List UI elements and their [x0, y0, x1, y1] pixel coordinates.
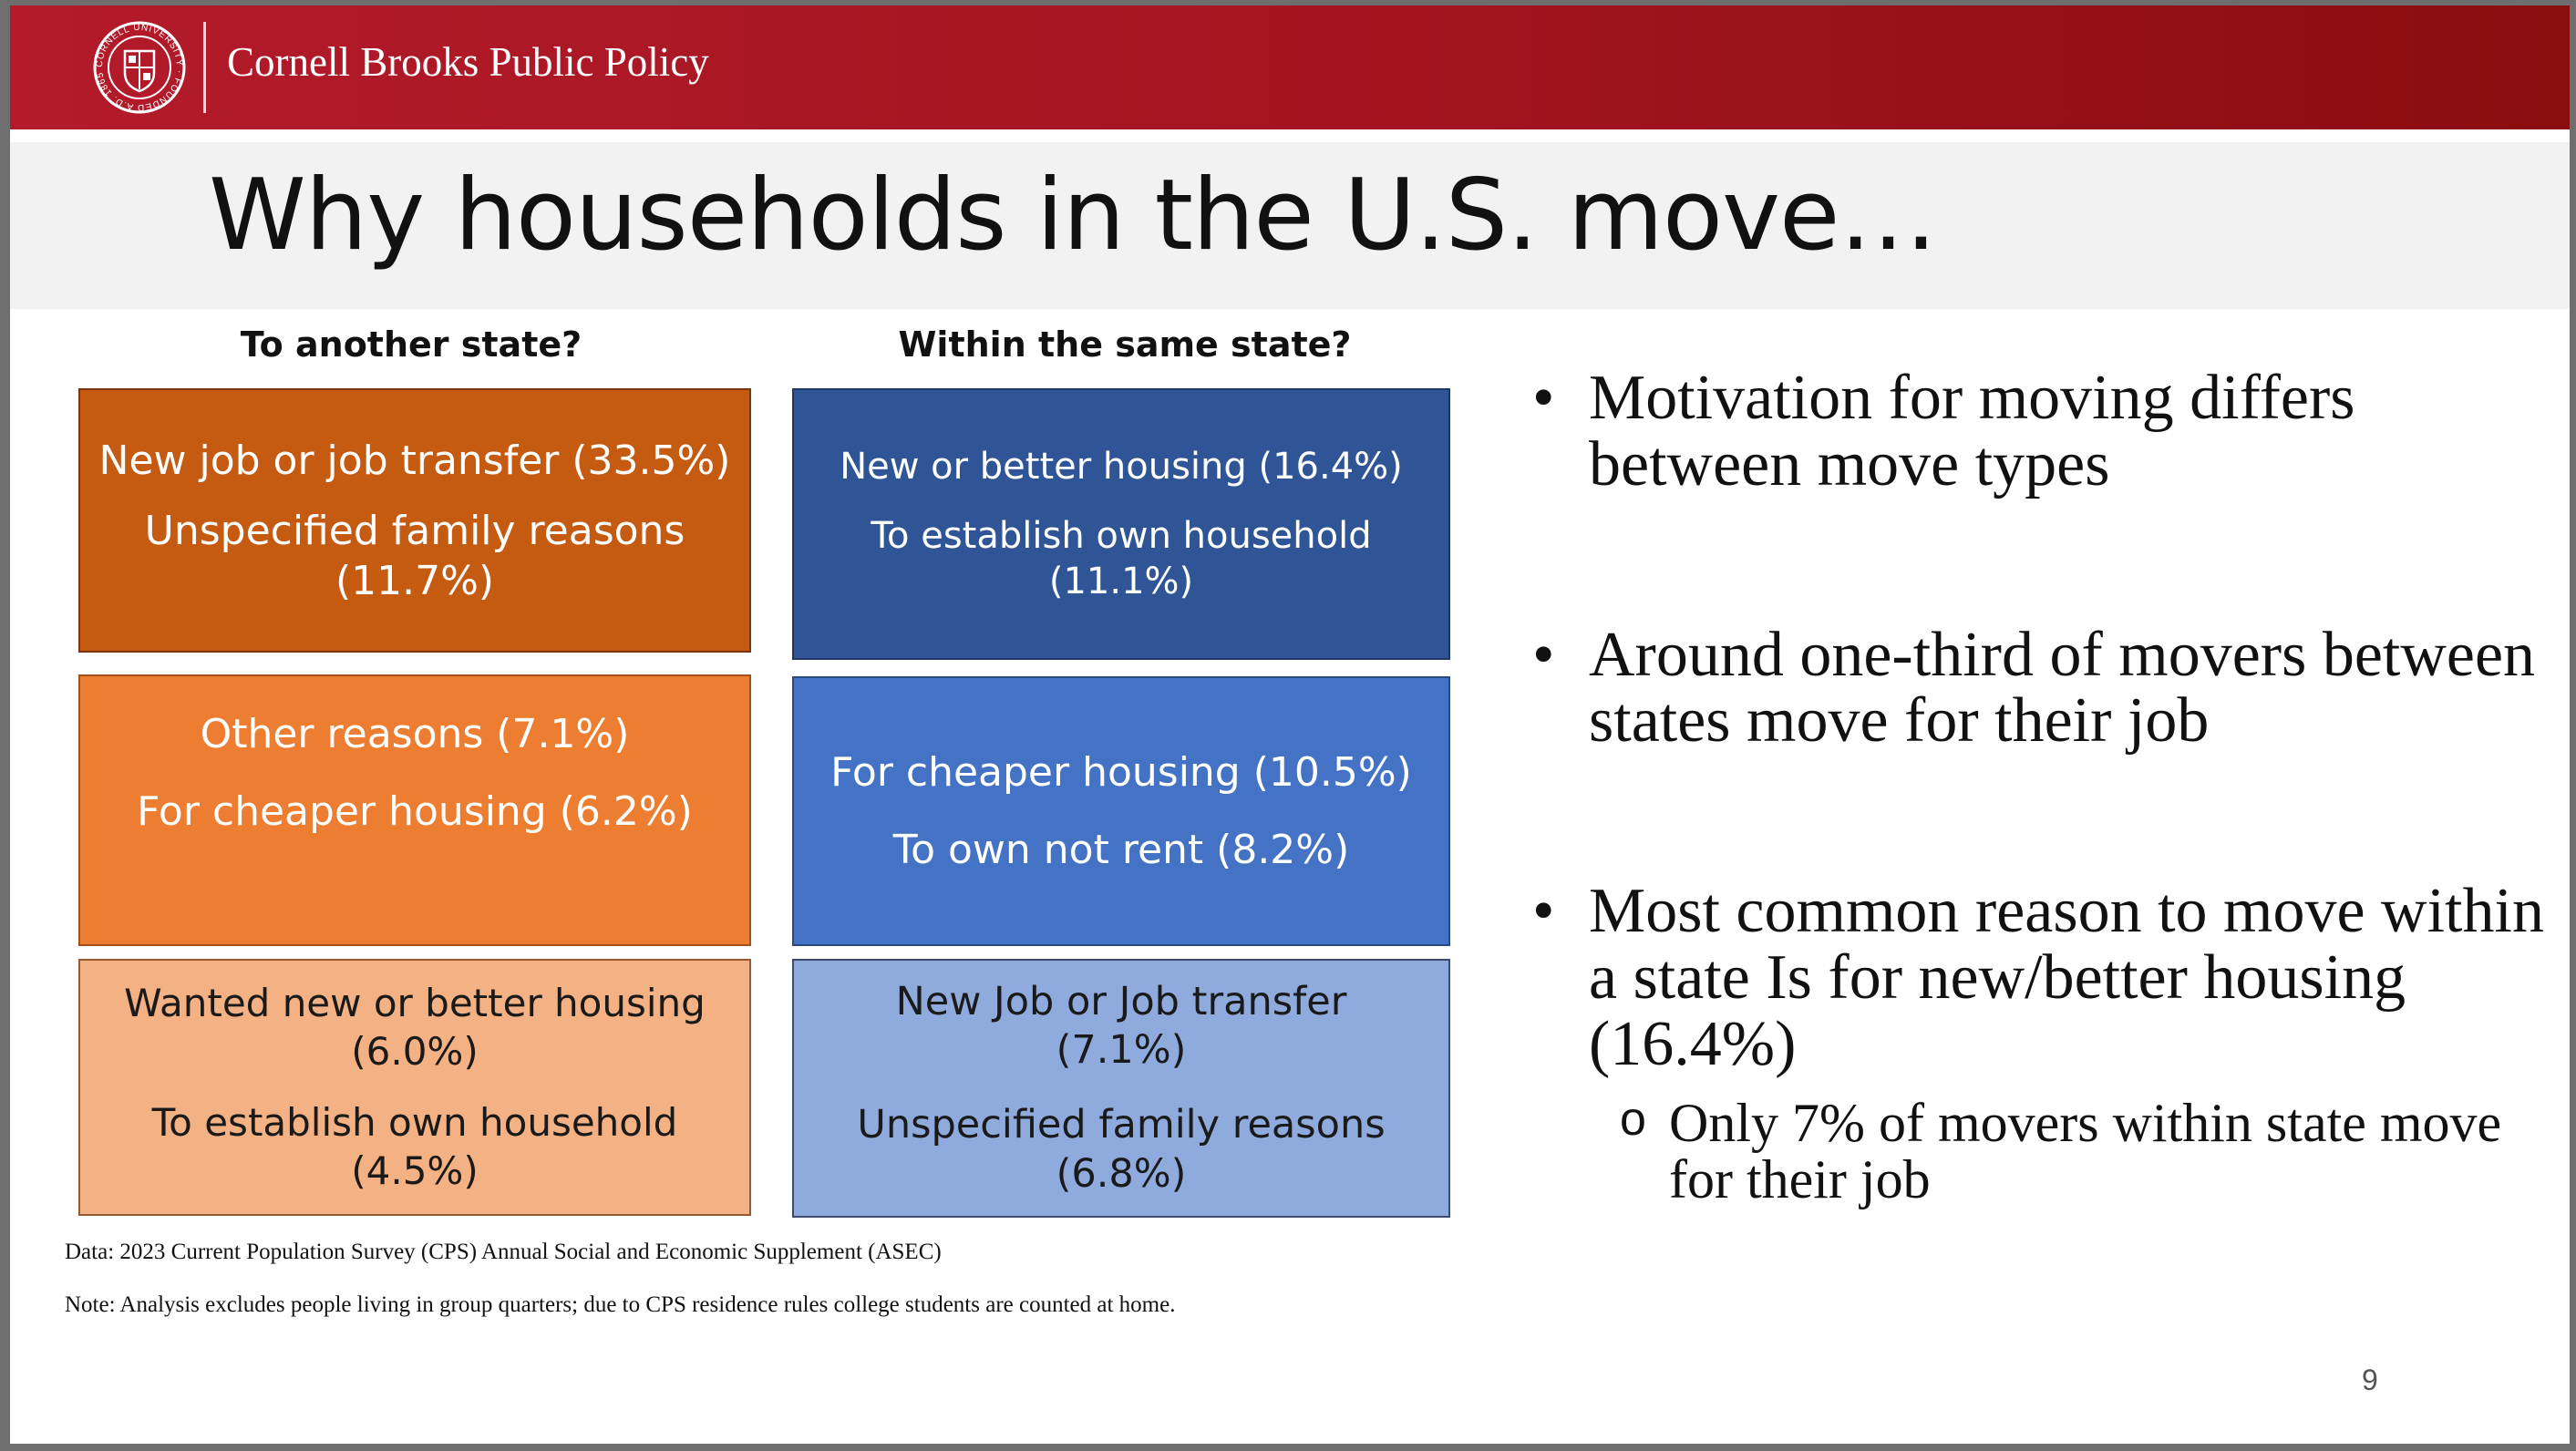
- box-line: Unspecified family reasons (6.8%): [857, 1102, 1386, 1197]
- bullet-text: Motivation for moving differs between mo…: [1589, 363, 2355, 499]
- box-line: To establish own household (11.1%): [871, 515, 1372, 602]
- heading-same-state: Within the same state?: [898, 324, 1352, 365]
- box-line: New or better housing (16.4%): [840, 446, 1403, 488]
- bullet-item: • Motivation for moving differs between …: [1523, 365, 2544, 499]
- brand-name: Cornell Brooks Public Policy: [227, 39, 709, 85]
- bullet-item: • Around one-third of movers between sta…: [1523, 619, 2544, 756]
- bullet-text: Around one-third of movers between state…: [1589, 619, 2536, 756]
- box-another-state-2: Other reasons (7.1%) For cheaper housing…: [78, 674, 751, 946]
- box-same-state-1: New or better housing (16.4%) To establi…: [792, 388, 1450, 660]
- bullet-dot-icon: •: [1532, 619, 1555, 690]
- bullet-dot-icon: •: [1532, 876, 1555, 947]
- slide: CORNELL UNIVERSITY · FOUNDED A.D. 1865 C…: [10, 5, 2570, 1444]
- data-source-note: Data: 2023 Current Population Survey (CP…: [65, 1240, 942, 1264]
- box-line: Unspecified family reasons (11.7%): [144, 507, 685, 604]
- box-line: To establish own household (4.5%): [151, 1100, 678, 1193]
- bullet-list: • Motivation for moving differs between …: [1523, 365, 2544, 1208]
- box-line: For cheaper housing (6.2%): [137, 788, 693, 835]
- header-banner: CORNELL UNIVERSITY · FOUNDED A.D. 1865 C…: [10, 5, 2570, 129]
- box-same-state-2: For cheaper housing (10.5%) To own not r…: [792, 676, 1450, 946]
- box-another-state-1: New job or job transfer (33.5%) Unspecif…: [78, 388, 751, 653]
- bullet-text: Most common reason to move within a stat…: [1589, 876, 2544, 1079]
- banner-divider: [203, 22, 206, 113]
- box-line: Wanted new or better housing (6.0%): [124, 981, 706, 1074]
- sub-bullet-circle-icon: o: [1620, 1092, 1646, 1146]
- box-line: New job or job transfer (33.5%): [98, 437, 731, 484]
- title-band: [10, 142, 2570, 309]
- sub-bullet-item: o Only 7% of movers within state move fo…: [1620, 1092, 2544, 1209]
- heading-another-state: To another state?: [240, 324, 582, 365]
- box-line: New Job or Job transfer (7.1%): [895, 978, 1347, 1074]
- bullet-dot-icon: •: [1532, 363, 1555, 433]
- box-line: To own not rent (8.2%): [892, 827, 1350, 873]
- page-number: 9: [2362, 1364, 2378, 1396]
- box-line: For cheaper housing (10.5%): [830, 749, 1412, 796]
- slide-title: Why households in the U.S. move…: [209, 159, 1937, 273]
- sub-bullet-text: Only 7% of movers within state move for …: [1669, 1092, 2502, 1209]
- box-line: Other reasons (7.1%): [200, 711, 630, 757]
- box-same-state-3: New Job or Job transfer (7.1%) Unspecifi…: [792, 959, 1450, 1218]
- cornell-seal-icon: CORNELL UNIVERSITY · FOUNDED A.D. 1865: [93, 21, 186, 114]
- analysis-note: Note: Analysis excludes people living in…: [65, 1292, 1176, 1317]
- bullet-item: • Most common reason to move within a st…: [1523, 876, 2544, 1079]
- box-another-state-3: Wanted new or better housing (6.0%) To e…: [78, 959, 751, 1216]
